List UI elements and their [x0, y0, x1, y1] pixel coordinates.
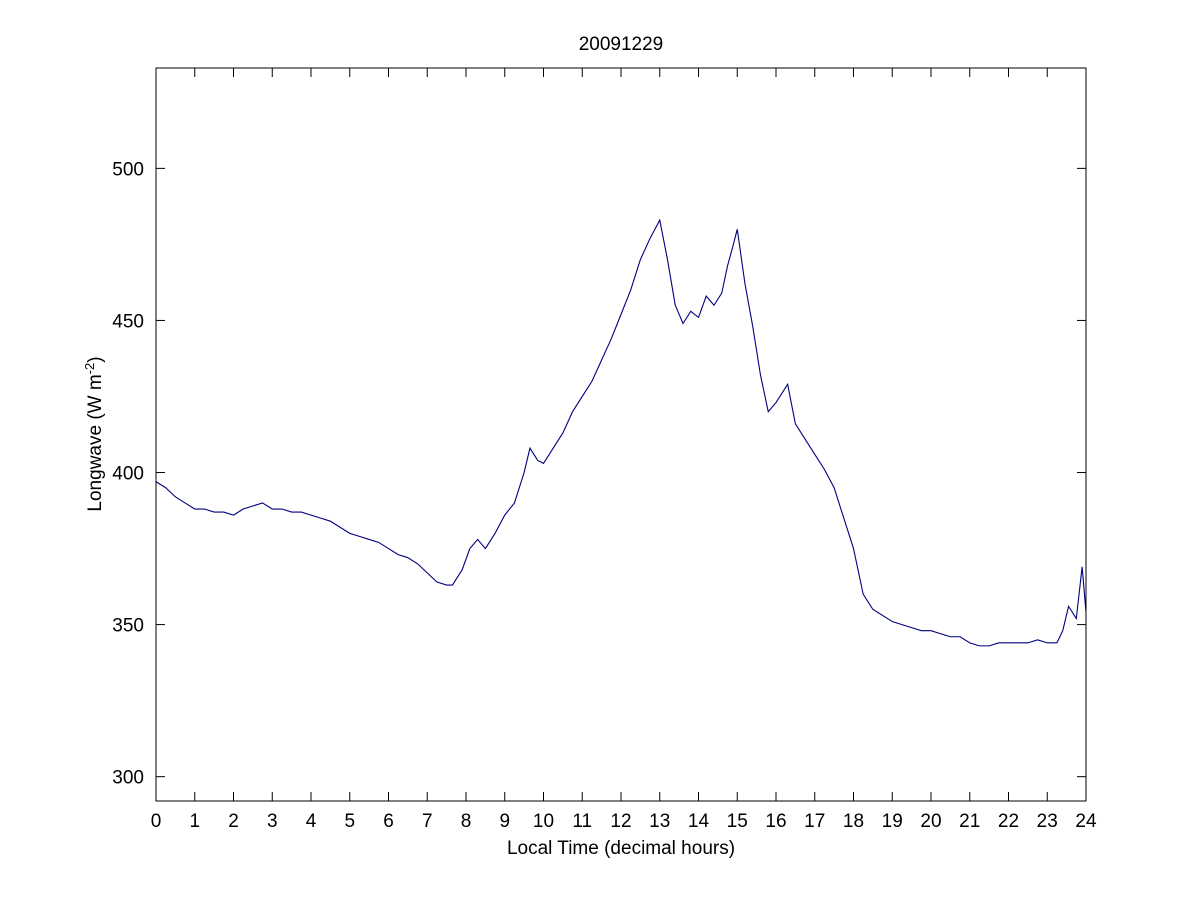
y-tick-label: 400: [112, 464, 144, 485]
y-tick-label: 450: [112, 311, 144, 332]
x-tick-label: 7: [422, 811, 433, 832]
x-tick-label: 11: [572, 811, 592, 832]
x-tick-label: 18: [843, 811, 864, 832]
axis-ticks: [155, 68, 1087, 801]
x-tick-label: 2: [228, 811, 239, 832]
x-tick-label: 13: [649, 811, 670, 832]
x-tick-label: 20: [920, 811, 941, 832]
x-tick-label: 21: [959, 811, 980, 832]
tick-labels: 0 1 2 3 4 5 6 7 8 9 10 11 12 13 14 15 16 17 18 19 20 21 22 23 24…: [112, 159, 1097, 832]
plot-frame: [155, 67, 1087, 802]
y-axis-title-close: ): [85, 356, 106, 362]
y-tick-label: 300: [112, 768, 144, 789]
chart-title: 20091229: [579, 34, 664, 55]
plot-area: [156, 68, 1086, 801]
y-axis-title-superscript: -2: [82, 363, 97, 375]
y-tick-label: 500: [112, 159, 144, 180]
x-tick-label: 9: [499, 811, 510, 832]
x-tick-label: 8: [461, 811, 472, 832]
x-tick-label: 12: [610, 811, 631, 832]
y-axis-title-main: Longwave (W m: [85, 374, 106, 511]
x-tick-label: 0: [151, 811, 162, 832]
x-tick-label: 10: [533, 811, 554, 832]
x-tick-label: 3: [267, 811, 278, 832]
x-tick-label: 1: [189, 811, 200, 832]
x-tick-label: 22: [998, 811, 1019, 832]
x-tick-label: 6: [383, 811, 394, 832]
x-tick-label: 15: [727, 811, 748, 832]
x-tick-label: 14: [688, 811, 710, 832]
x-tick-label: 16: [765, 811, 786, 832]
x-tick-label: 17: [804, 811, 825, 832]
x-axis-title: Local Time (decimal hours): [507, 838, 735, 859]
series-line: [155, 218, 1087, 647]
x-tick-label: 24: [1075, 811, 1097, 832]
x-tick-label: 19: [882, 811, 903, 832]
x-tick-label: 5: [344, 811, 355, 832]
y-tick-label: 350: [112, 616, 144, 637]
x-tick-label: 4: [306, 811, 317, 832]
y-axis-title: Longwave (W m-2): [82, 356, 107, 511]
x-tick-label: 23: [1037, 811, 1058, 832]
